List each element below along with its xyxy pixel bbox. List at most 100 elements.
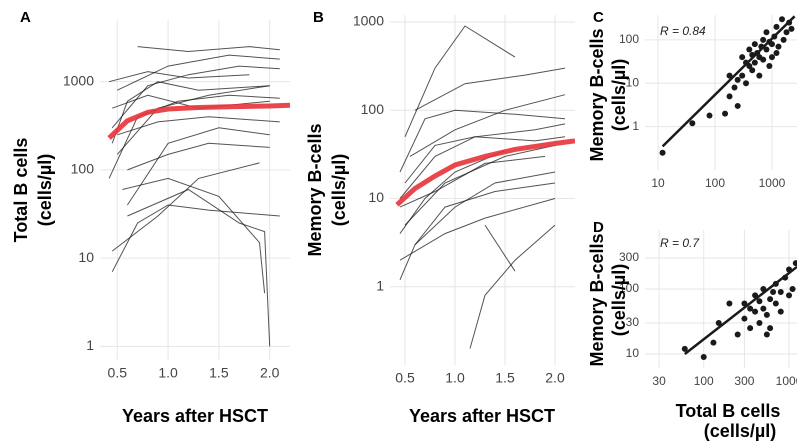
point (734, 331, 741, 338)
panel-label: C (593, 9, 604, 26)
trend-line (395, 138, 575, 207)
patient-line (137, 46, 280, 53)
patient-line (111, 81, 270, 144)
x-tick-label: 1.0 (445, 370, 465, 386)
point (783, 29, 790, 36)
plot-area (100, 20, 290, 360)
point (710, 339, 717, 346)
plot-area (645, 230, 797, 368)
y-tick-label: 100 (361, 101, 385, 117)
point (706, 112, 713, 119)
y-tick-label: 1000 (63, 72, 94, 88)
point (766, 63, 773, 70)
x-tick-label: 1.5 (209, 365, 229, 381)
y-tick-label: 300 (619, 250, 639, 264)
patient-line (409, 94, 566, 157)
point (734, 76, 741, 83)
panel-label: A (20, 9, 31, 26)
point (751, 59, 758, 66)
x-tick-label: 1000 (776, 374, 797, 388)
y-tick-label: 1 (86, 337, 94, 353)
patient-line (111, 204, 280, 273)
point (763, 29, 770, 36)
y-tick-label: 10 (626, 346, 640, 360)
patient-line (469, 224, 556, 349)
patient-line (122, 177, 266, 294)
x-tick-label: 1.0 (158, 365, 178, 381)
panel-label: B (313, 9, 324, 26)
point (780, 36, 787, 43)
point (726, 72, 733, 79)
y-tick-label: 30 (626, 315, 640, 329)
y-axis-title: (cells/µl) (35, 154, 55, 226)
x-axis-title: Years after HSCT (122, 406, 268, 426)
patient-line (404, 144, 556, 226)
patient-line (399, 182, 556, 280)
patient-line (108, 94, 280, 179)
y-tick-label: 1000 (353, 13, 384, 29)
point (726, 300, 733, 307)
patient-line (399, 155, 546, 208)
x-tick-label: 0.5 (108, 365, 128, 381)
point (659, 149, 666, 156)
patient-line (484, 224, 516, 272)
point (756, 72, 763, 79)
patient-line (414, 67, 566, 111)
point (792, 260, 797, 267)
panel-1: B 0.5 1.0 1.5 2.0 1 10 100 1000 Memory B-cells (ce… (305, 9, 575, 426)
x-tick-label: 1.5 (495, 370, 515, 386)
patient-line (127, 188, 271, 347)
x-tick-label: 300 (734, 374, 754, 388)
point (752, 308, 759, 315)
y-tick-label: 10 (78, 249, 94, 265)
x-tick-label: 100 (694, 374, 714, 388)
x-tick-label: 10 (651, 176, 665, 190)
point (749, 67, 756, 74)
x-axis-title: Years after HSCT (409, 406, 555, 426)
point (734, 102, 741, 109)
y-tick-label: 10 (626, 75, 640, 89)
point (747, 325, 754, 332)
x-axis-title: (cells/µl) (704, 421, 776, 441)
panel-0: A 0.5 1.0 1.5 2.0 1 10 100 1000 Total B cells (cel… (11, 9, 290, 426)
point (779, 16, 786, 23)
y-tick-label: 100 (71, 161, 95, 177)
point (739, 72, 746, 79)
point (689, 120, 696, 127)
point (773, 49, 780, 56)
point (739, 54, 746, 61)
y-tick-label: 1 (376, 277, 384, 293)
point (722, 110, 729, 117)
patient-line (126, 127, 270, 206)
point (786, 292, 793, 299)
patient-line (111, 162, 260, 252)
point (751, 41, 758, 48)
point (743, 80, 750, 87)
y-axis-title: Memory B-cells (305, 123, 325, 256)
patient-line (399, 109, 566, 173)
point (768, 54, 775, 61)
point (773, 23, 780, 30)
fit-line (684, 265, 797, 355)
point (760, 36, 767, 43)
x-tick-label: 100 (705, 176, 725, 190)
point (741, 315, 748, 322)
patient-line (404, 25, 516, 138)
point (772, 300, 779, 307)
panel-2: C 10 100 1000 1 10 100 Memory B-cells (cells/µl)… (587, 9, 797, 190)
patient-line (414, 171, 556, 246)
point (681, 345, 688, 352)
x-axis-title: Total B cells (676, 401, 781, 421)
x-tick-label: 2.0 (260, 365, 280, 381)
point (756, 320, 763, 327)
patient-line (399, 123, 566, 199)
point (777, 289, 784, 296)
point (770, 289, 777, 296)
trend-line (107, 102, 290, 140)
y-axis-title: (cells/µl) (609, 59, 629, 131)
point (789, 286, 796, 293)
annotation: R = 0.7 (660, 236, 700, 250)
x-tick-label: 30 (652, 374, 666, 388)
